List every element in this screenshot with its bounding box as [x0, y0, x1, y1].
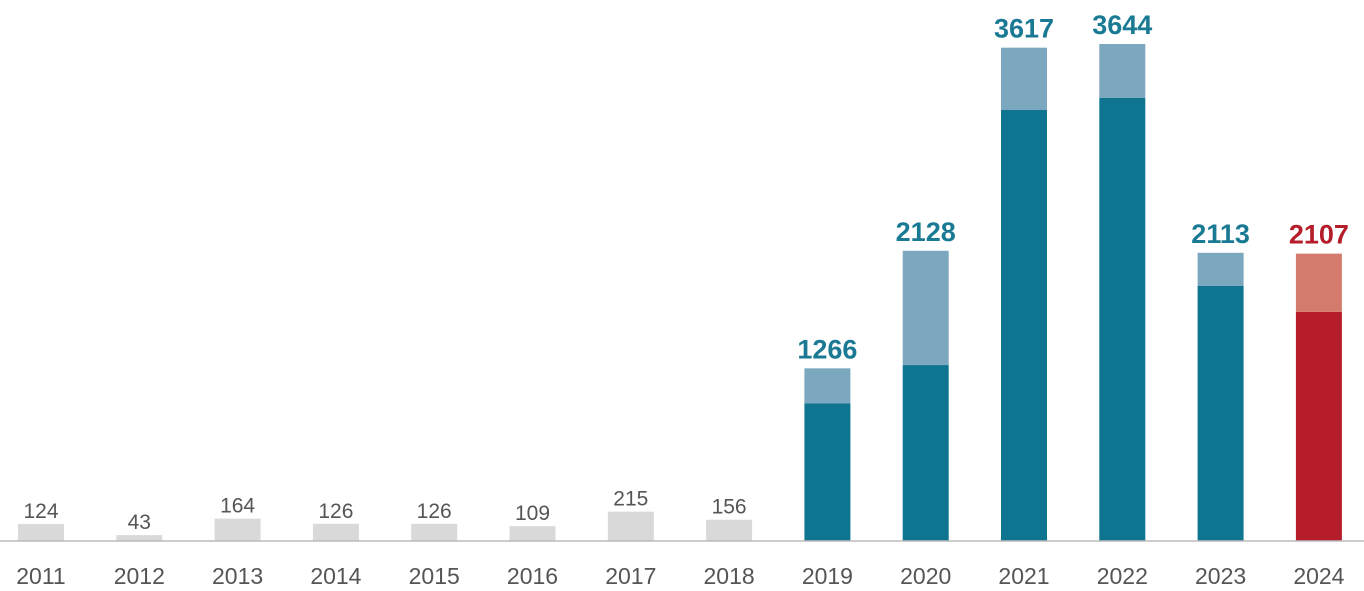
bar-2020-top	[902, 250, 949, 366]
x-tick-label-2014: 2014	[310, 563, 361, 589]
value-label-2021: 3617	[994, 14, 1054, 44]
x-tick-label-2016: 2016	[507, 563, 558, 589]
bar-2012-base	[116, 535, 163, 541]
value-label-2019: 1266	[797, 334, 857, 364]
bar-2024-top	[1295, 253, 1342, 312]
bar-2019-top	[804, 368, 851, 404]
x-tick-label-2020: 2020	[900, 563, 951, 589]
bars-group	[18, 44, 1342, 542]
bar-2021-base	[1001, 110, 1047, 541]
x-tick-label-2013: 2013	[212, 563, 263, 589]
value-label-2016: 109	[515, 502, 550, 525]
labels-group: 124 2011 43 2012 164 2013 126 2014 126 2015 109 201…	[16, 10, 1349, 589]
value-label-2011: 124	[23, 500, 58, 523]
bar-2017-base	[607, 511, 654, 541]
value-label-2012: 43	[128, 511, 151, 534]
x-tick-label-2023: 2023	[1195, 563, 1246, 589]
x-tick-label-2024: 2024	[1293, 563, 1344, 589]
bar-2022-base	[1099, 97, 1146, 542]
bar-2016-base	[509, 526, 556, 541]
bar-2024-base	[1295, 311, 1342, 541]
x-tick-label-2019: 2019	[802, 563, 853, 589]
value-label-2020: 2128	[896, 217, 956, 247]
bar-2019-base	[804, 403, 851, 541]
bar-2021-top	[1001, 47, 1047, 111]
bar-2013-base	[214, 518, 261, 541]
x-tick-label-2011: 2011	[16, 563, 65, 589]
bar-2011-base	[18, 524, 64, 541]
bar-2018-base	[706, 519, 753, 541]
value-label-2023: 2113	[1191, 219, 1250, 249]
x-tick-label-2017: 2017	[605, 563, 656, 589]
x-tick-label-2015: 2015	[409, 563, 460, 589]
bar-2014-base	[312, 523, 359, 541]
value-label-2018: 156	[712, 496, 747, 519]
bar-2015-base	[411, 523, 458, 541]
value-label-2022: 3644	[1092, 10, 1152, 40]
x-tick-label-2018: 2018	[704, 563, 755, 589]
value-label-2015: 126	[417, 500, 452, 523]
x-tick-label-2021: 2021	[998, 563, 1049, 589]
bar-2023-top	[1197, 252, 1244, 286]
value-label-2024: 2107	[1289, 220, 1349, 250]
value-label-2014: 126	[318, 500, 353, 523]
x-tick-label-2012: 2012	[114, 563, 165, 589]
bar-2022-top	[1099, 44, 1146, 98]
x-tick-label-2022: 2022	[1097, 563, 1148, 589]
bar-2020-base	[902, 365, 949, 541]
value-label-2017: 215	[613, 488, 648, 511]
bar-2023-base	[1197, 285, 1244, 541]
value-label-2013: 164	[220, 495, 255, 518]
